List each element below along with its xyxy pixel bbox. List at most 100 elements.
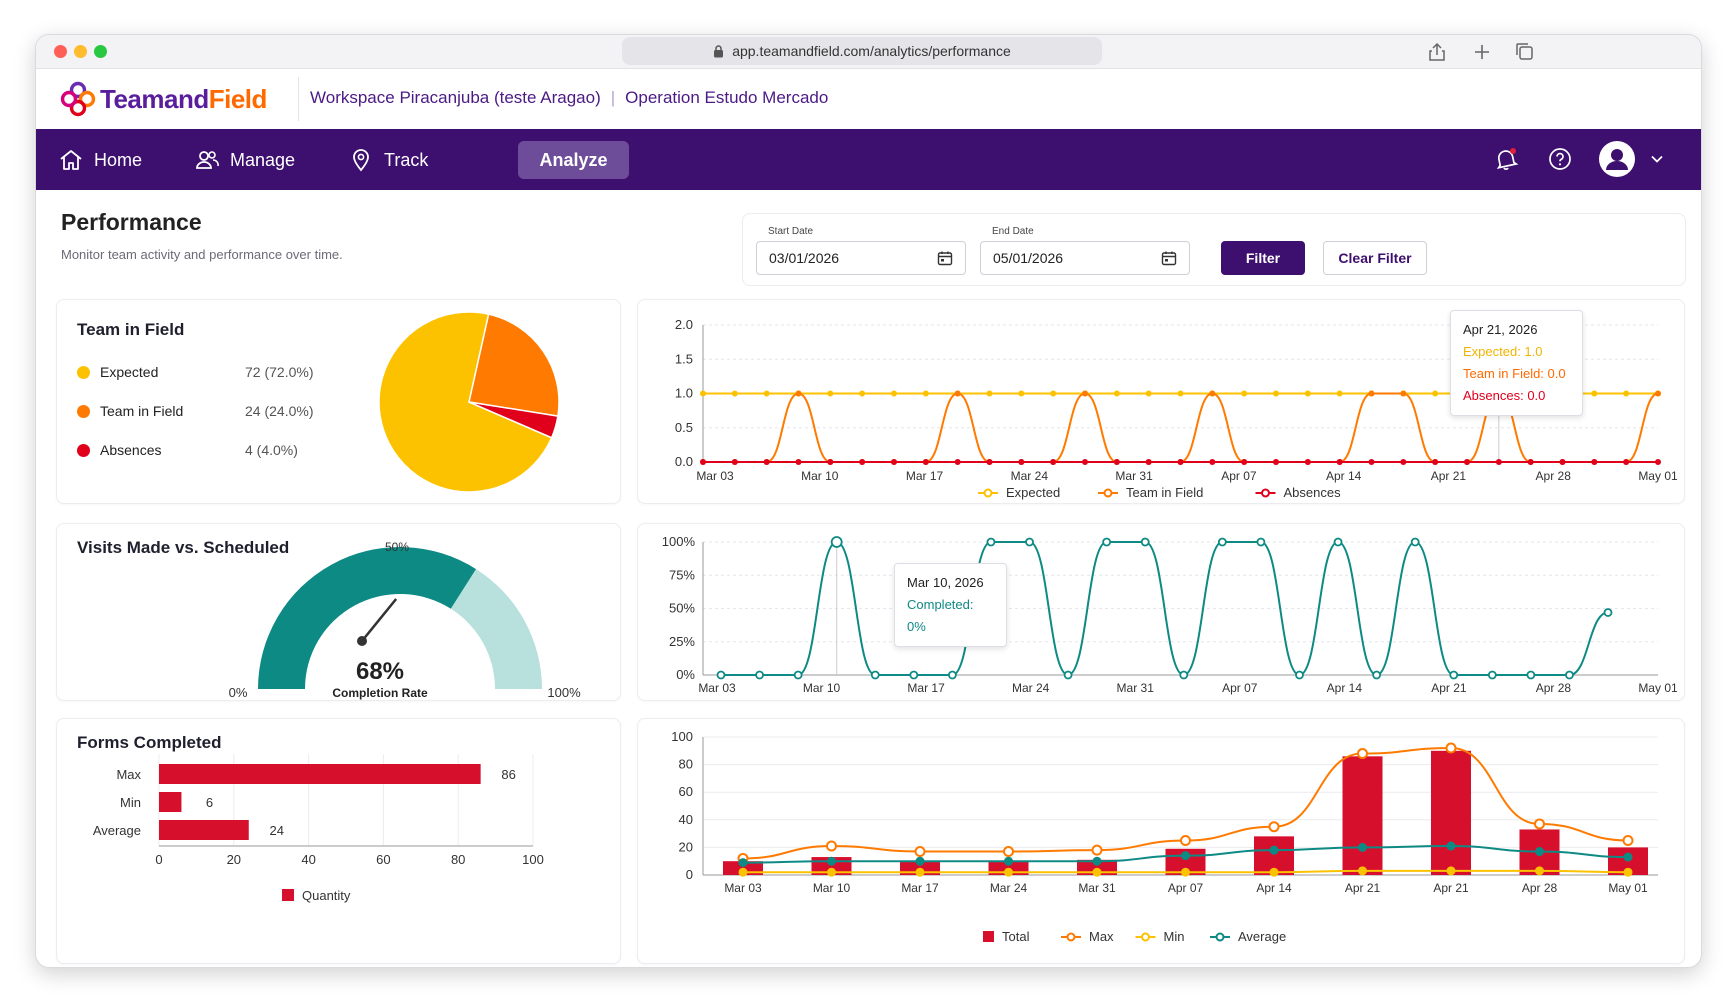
data-point	[1295, 670, 1304, 680]
data-point	[1025, 537, 1034, 547]
data-point	[1092, 867, 1102, 877]
data-point	[1113, 390, 1120, 397]
x-tick-label: Apr 28	[1522, 881, 1558, 895]
data-point	[891, 390, 897, 397]
user-menu-button[interactable]	[1598, 141, 1678, 177]
data-point	[1623, 390, 1630, 397]
notifications-button[interactable]	[1489, 142, 1523, 176]
data-point	[1209, 459, 1216, 465]
pie-slice-expected	[378, 311, 553, 493]
data-point	[1050, 390, 1057, 397]
start-date-input[interactable]: 03/01/2026	[756, 241, 966, 275]
share-icon[interactable]	[1426, 41, 1448, 63]
data-point	[1082, 390, 1088, 397]
data-point	[1357, 748, 1368, 760]
data-point	[1273, 459, 1279, 465]
data-point	[1623, 867, 1633, 877]
x-tick-label: Mar 31	[1117, 681, 1155, 695]
home-icon	[60, 150, 82, 170]
x-tick-label: Apr 14	[1326, 469, 1362, 483]
data-point	[763, 459, 770, 465]
legend-label: Team in Field	[100, 403, 184, 419]
data-point	[986, 537, 996, 547]
brand-divider	[298, 77, 299, 121]
data-point	[1113, 459, 1120, 465]
tabs-overview-icon[interactable]	[1514, 41, 1536, 63]
nav-manage[interactable]: Manage	[172, 141, 317, 179]
gauge-max-label: 100%	[547, 685, 581, 700]
legend-marker	[1215, 932, 1225, 942]
data-point	[1179, 670, 1189, 680]
data-point	[1358, 866, 1367, 876]
data-point	[1209, 390, 1216, 397]
bar-average	[159, 820, 249, 840]
x-tick-label: Mar 10	[813, 881, 851, 895]
x-tick-label: Apr 07	[1221, 469, 1257, 483]
calendar-icon[interactable]	[937, 250, 953, 266]
start-date-value: 03/01/2026	[769, 250, 840, 266]
tooltip-absences: Absences: 0.0	[1463, 388, 1546, 403]
gauge-mid-label: 50%	[385, 540, 409, 554]
data-point	[1333, 537, 1343, 547]
data-point	[1269, 867, 1279, 877]
breadcrumb-separator: |	[610, 88, 616, 107]
nav-analyze[interactable]: Analyze	[518, 141, 629, 179]
close-window-button[interactable]	[54, 45, 67, 58]
x-tick-label: Apr 28	[1536, 469, 1572, 483]
workspace-name[interactable]: Workspace Piracanjuba (teste Aragao)	[310, 88, 601, 107]
lock-icon	[714, 44, 724, 57]
y-tick-label: 75%	[669, 567, 695, 582]
maximize-window-button[interactable]	[94, 45, 107, 58]
data-point	[1445, 742, 1457, 754]
team-line-chart: 0.0 0.5 1.0 1.5 2.0 Mar 03 Mar 10 Mar 17 Mar 24 M…	[675, 317, 1678, 500]
app-logo[interactable]: TeamandField	[60, 79, 267, 119]
bar-total	[1077, 859, 1117, 875]
data-point	[1449, 670, 1459, 680]
end-date-value: 05/01/2026	[993, 250, 1064, 266]
visits-gauge: 68%Completion Rate 0% 100% 50%	[229, 540, 581, 700]
data-point	[891, 459, 897, 465]
logo-text: TeamandField	[100, 83, 267, 114]
new-tab-icon[interactable]	[1471, 41, 1493, 63]
nav-track[interactable]: Track	[326, 141, 450, 179]
y-tick-label: 20	[679, 839, 693, 854]
legend-marker	[1141, 932, 1150, 942]
forms-completed-card: Forms Completed 0 20 40 60 80 100 Max 86 Min 6 Ave…	[56, 718, 621, 964]
operation-name[interactable]: Operation Estudo Mercado	[625, 88, 829, 107]
data-point	[1181, 851, 1190, 861]
gauge-value-arc	[258, 547, 477, 689]
tooltip-completed: Completed: 0%	[907, 597, 974, 634]
legend-item-absences: Absences 4 (4.0%)	[77, 442, 298, 458]
clear-filter-button[interactable]: Clear Filter	[1323, 241, 1427, 275]
x-tick-label: Apr 21	[1431, 681, 1467, 695]
x-tick-label: Mar 24	[990, 881, 1028, 895]
filter-button[interactable]: Filter	[1221, 241, 1305, 275]
nav-home[interactable]: Home	[36, 141, 164, 179]
x-tick-label: Mar 17	[906, 469, 944, 483]
data-point	[1535, 866, 1544, 876]
end-date-input[interactable]: 05/01/2026	[980, 241, 1190, 275]
data-point	[1003, 846, 1014, 858]
data-point	[738, 858, 748, 868]
gauge-min-label: 0%	[229, 685, 248, 700]
x-tick-label: 20	[227, 852, 241, 867]
tooltip-date: Apr 21, 2026	[1463, 322, 1538, 337]
data-point	[1241, 390, 1248, 397]
help-button[interactable]	[1543, 142, 1577, 176]
data-point	[738, 867, 748, 877]
data-point	[1336, 390, 1343, 397]
data-point	[1145, 459, 1152, 465]
address-bar[interactable]: app.teamandfield.com/analytics/performan…	[622, 37, 1102, 65]
data-point	[1304, 390, 1311, 397]
data-point	[1526, 670, 1536, 680]
calendar-icon[interactable]	[1161, 250, 1177, 266]
x-tick-label: Mar 17	[901, 881, 939, 895]
y-tick-label: 100%	[662, 534, 696, 549]
minimize-window-button[interactable]	[74, 45, 87, 58]
data-point	[1102, 537, 1112, 547]
data-point	[915, 856, 925, 866]
data-point	[830, 536, 843, 548]
legend-label: Completed	[1126, 700, 1189, 702]
forms-combo-chart: 0 20 40 60 80 100 Mar 03 Mar 10 Mar 17 Mar 24 Mar …	[671, 729, 1658, 944]
visits-title: Visits Made vs. Scheduled	[77, 538, 290, 557]
